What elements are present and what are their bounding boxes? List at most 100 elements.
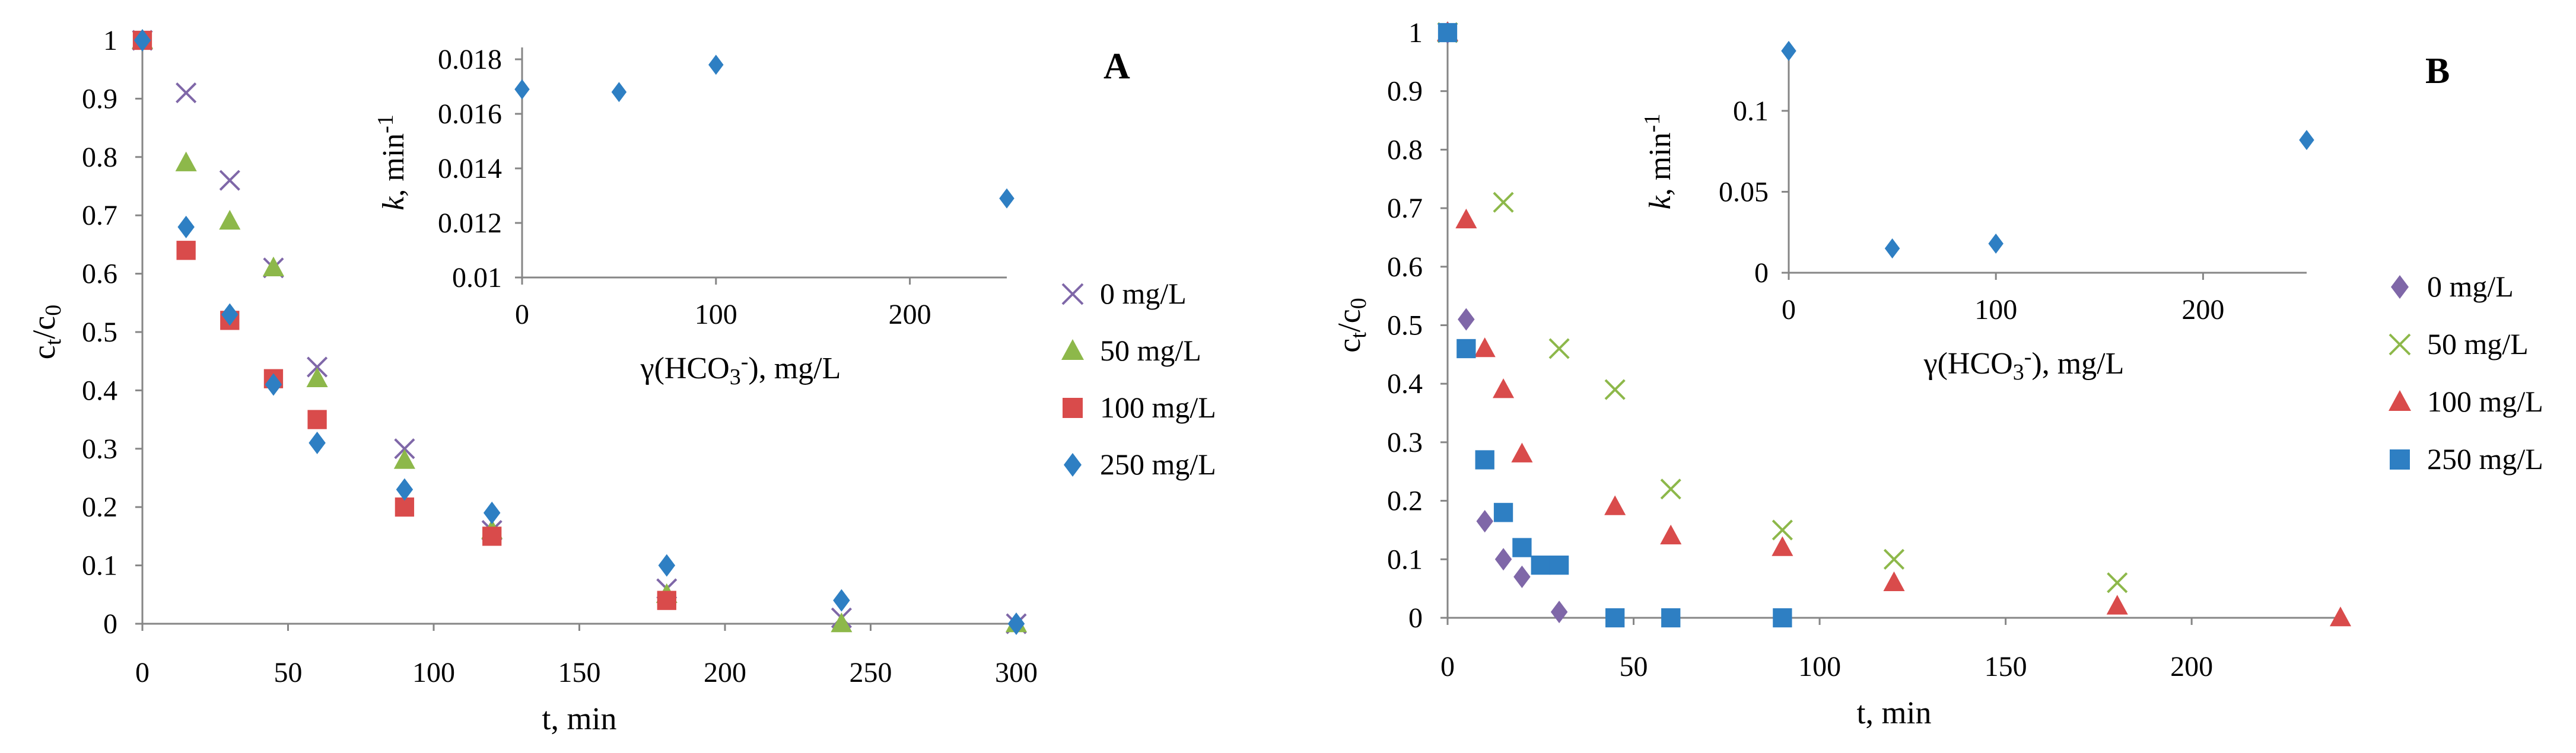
inset-point-3 — [999, 188, 1015, 209]
inset-x-axis-title: γ(HCO3-), mg/L — [640, 349, 841, 390]
inset-x-axis-title: γ(HCO3-), mg/L — [1923, 344, 2125, 385]
y-tick-label: 0.8 — [82, 142, 117, 173]
y-tick-label: 0.1 — [82, 550, 117, 582]
point-0mgL-5 — [1550, 601, 1568, 624]
point-250mgL-8 — [1661, 608, 1681, 628]
y-tick-label: 0.5 — [82, 317, 117, 348]
legend-marker — [1061, 339, 1084, 360]
point-50mgL-2 — [219, 210, 241, 230]
point-100mgL-2 — [1474, 337, 1496, 358]
x-tick-label: 150 — [558, 657, 601, 688]
legend-marker — [2389, 333, 2411, 356]
inset-point-1 — [1884, 238, 1900, 259]
point-50mgL-7 — [2107, 572, 2128, 594]
x-tick-label: 0 — [135, 657, 150, 688]
inset-point-0 — [1781, 40, 1796, 61]
point-0mgL-5 — [394, 438, 415, 460]
chart-a-legend: 0 mg/L 50 mg/L 100 mg/L 250 mg/L — [1061, 277, 1216, 481]
point-250mgL-4 — [1512, 538, 1532, 557]
y-tick-label: 0.4 — [82, 375, 117, 406]
point-50mgL-1 — [175, 151, 197, 171]
point-50mgL-4 — [306, 367, 328, 387]
y-axis-title: ct/c0 — [1331, 298, 1371, 353]
x-tick-label: 100 — [412, 657, 455, 688]
y-tick-label: 0.6 — [1387, 251, 1423, 283]
point-250mgL-4 — [309, 431, 326, 454]
y-tick-label: 0.6 — [82, 259, 117, 290]
point-100mgL-10 — [2329, 607, 2352, 627]
chart-a-axes: 0 0.1 0.2 0.3 0.4 0.5 0.6 0.7 0.8 0.9 1 0 50 100 150 20… — [26, 25, 1038, 736]
point-100mgL-3 — [1493, 378, 1515, 398]
legend-marker — [1064, 453, 1082, 477]
chart-b: B 0 0.1 0.2 0.3 0.4 0.5 0.6 0.7 0.8 0.9 1 0 50 100 150… — [1331, 17, 2543, 730]
point-100mgL-7 — [657, 591, 676, 610]
point-100mgL-6 — [1660, 524, 1682, 545]
point-100mgL-4 — [307, 410, 327, 429]
x-tick-label: 300 — [995, 657, 1038, 688]
x-tick-label: 150 — [1985, 651, 2027, 682]
inset-y-tick-label: 0.012 — [438, 208, 502, 239]
inset-x-tick-label: 100 — [695, 299, 737, 330]
inset-x-tick-label: 0 — [515, 299, 529, 330]
inset-y-tick-label: 0.014 — [438, 153, 502, 184]
inset-point-1 — [611, 82, 627, 103]
y-tick-label: 0.5 — [1387, 310, 1423, 342]
y-tick-label: 0 — [103, 608, 117, 640]
point-250mgL-8 — [833, 589, 850, 612]
legend-marker — [2390, 449, 2410, 470]
inset-point-2 — [1988, 233, 2003, 254]
y-tick-label: 0 — [1408, 602, 1423, 634]
legend-label: 250 mg/L — [2427, 442, 2543, 476]
point-250mgL-3 — [1493, 503, 1513, 522]
inset-x-tick-label: 200 — [889, 299, 931, 330]
point-100mgL-8 — [1883, 571, 1905, 592]
point-0mgL-1 — [176, 82, 197, 104]
legend-label: 100 mg/L — [1100, 391, 1216, 424]
inset-y-axis-title: k, min-1 — [1640, 114, 1677, 210]
chart-a-marks — [131, 29, 1028, 635]
point-50mgL-1 — [1493, 192, 1514, 213]
inset-y-tick-label: 0.016 — [438, 98, 502, 130]
chart-a: A 0 0.1 0.2 0.3 0.4 0.5 0.6 0.7 0.8 0.9 1 0 50 100 150… — [26, 25, 1216, 736]
inset-y-tick-label: 0.05 — [1719, 176, 1769, 208]
y-tick-label: 1 — [103, 25, 117, 56]
legend-label: 250 mg/L — [1100, 448, 1216, 481]
y-tick-label: 0.2 — [1387, 486, 1423, 517]
legend-marker — [1061, 283, 1084, 305]
chart-b-marks — [1436, 21, 2352, 628]
point-250mgL-3 — [265, 373, 282, 396]
point-100mgL-5 — [1604, 495, 1626, 515]
point-100mgL-7 — [1772, 536, 1793, 556]
inset-y-tick-label: 0.1 — [1733, 95, 1769, 127]
point-0mgL-3 — [1494, 548, 1512, 571]
legend-marker — [2389, 390, 2411, 411]
point-250mgL-1 — [1456, 339, 1476, 359]
point-100mgL-1 — [176, 241, 196, 260]
x-tick-label: 50 — [1620, 651, 1648, 682]
point-0mgL-1 — [1458, 308, 1475, 331]
legend-label: 100 mg/L — [2427, 385, 2543, 418]
inset-x-tick-label: 100 — [1974, 294, 2017, 326]
point-50mgL-3 — [1604, 379, 1626, 400]
x-tick-label: 100 — [1798, 651, 1841, 682]
chart-b-axes: 0 0.1 0.2 0.3 0.4 0.5 0.6 0.7 0.8 0.9 1 0 50 100 150 20… — [1331, 17, 2340, 730]
y-tick-label: 0.7 — [82, 200, 117, 231]
legend-marker — [2391, 275, 2409, 299]
panel-label-b: B — [2425, 51, 2450, 91]
point-250mgL-0 — [133, 29, 151, 52]
point-250mgL-7 — [658, 554, 676, 577]
point-50mgL-3 — [262, 256, 284, 277]
chart-a-inset: 0.01 0.012 0.014 0.016 0.018 0 100 200 γ(HCO3-),… — [373, 44, 1015, 390]
inset-y-tick-label: 0.018 — [438, 44, 502, 75]
point-50mgL-8 — [831, 612, 853, 633]
x-tick-label: 200 — [704, 657, 746, 688]
inset-point-2 — [708, 55, 724, 75]
point-100mgL-6 — [482, 527, 502, 546]
y-tick-label: 0.9 — [1387, 76, 1423, 107]
point-50mgL-6 — [1883, 548, 1905, 570]
y-tick-label: 0.1 — [1387, 544, 1423, 575]
panel-label-a: A — [1103, 46, 1130, 87]
legend-label: 50 mg/L — [2427, 327, 2529, 360]
point-250mgL-5 — [396, 478, 414, 501]
x-tick-label: 200 — [2170, 651, 2213, 682]
